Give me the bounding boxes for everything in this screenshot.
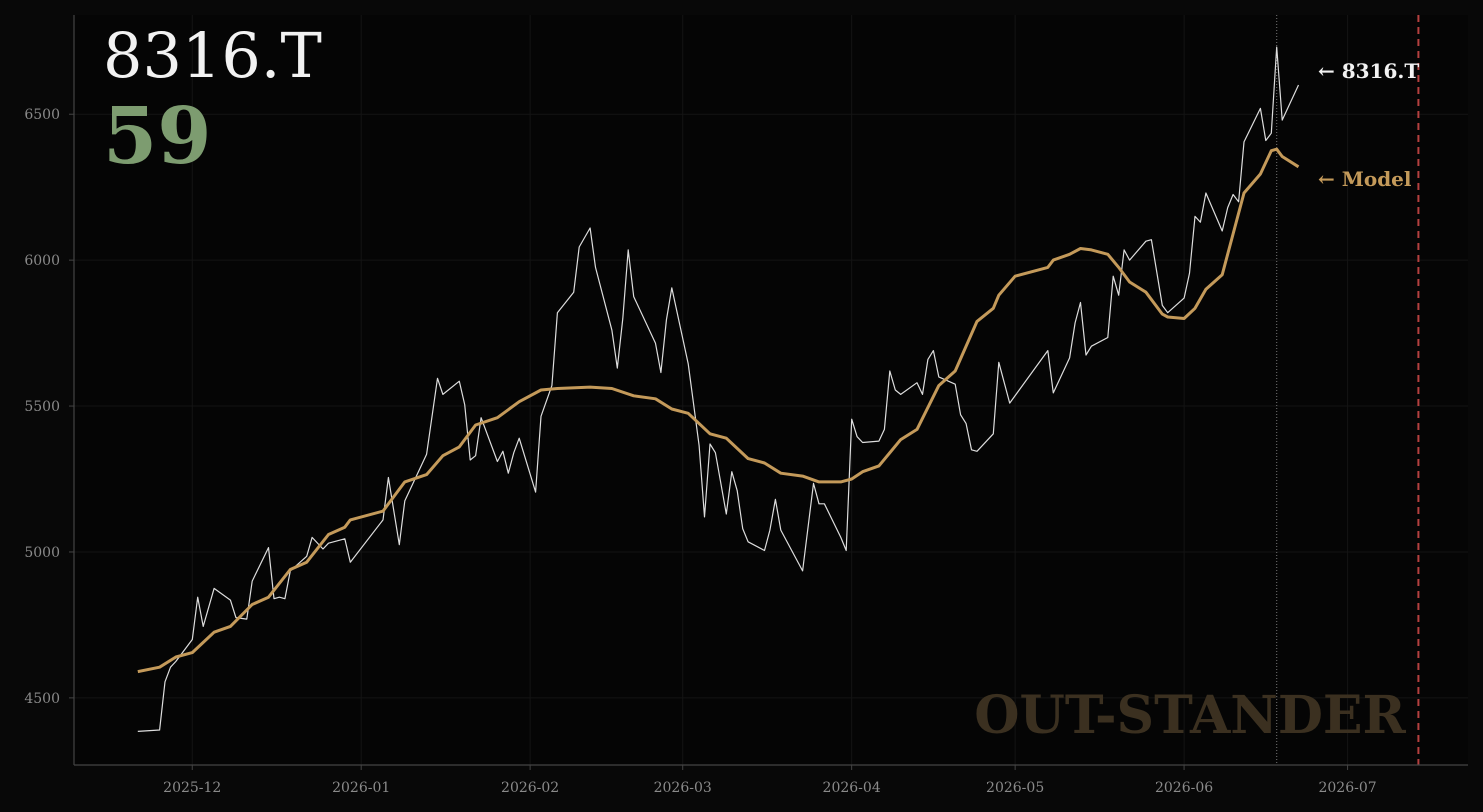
score: 59	[103, 91, 212, 182]
watermark: OUT-STANDER	[974, 685, 1406, 746]
x-tick-label: 2026-03	[654, 780, 712, 796]
x-tick-label: 2026-01	[332, 780, 390, 796]
y-tick-label: 5000	[24, 545, 60, 561]
x-tick-label: 2026-02	[501, 780, 559, 796]
y-tick-label: 6000	[24, 253, 60, 269]
x-tick-label: 2026-04	[823, 780, 881, 796]
plot-area	[74, 15, 1468, 765]
series-line	[137, 147, 1300, 674]
y-tick-label: 4500	[24, 691, 60, 707]
x-tick-label: 2026-05	[986, 780, 1044, 796]
x-tick-label: 2025-12	[163, 780, 221, 796]
series-line	[137, 46, 1300, 732]
y-tick-label: 6500	[24, 107, 60, 123]
x-tick-label: 2026-06	[1155, 780, 1213, 796]
x-tick-label: 2026-07	[1318, 780, 1376, 796]
y-tick-label: 5500	[24, 399, 60, 415]
chart-title: 8316.T	[103, 19, 322, 92]
series-end-label: ← 8316.T	[1318, 59, 1419, 83]
marks	[137, 15, 1420, 765]
series-end-label: ← Model	[1318, 167, 1412, 191]
